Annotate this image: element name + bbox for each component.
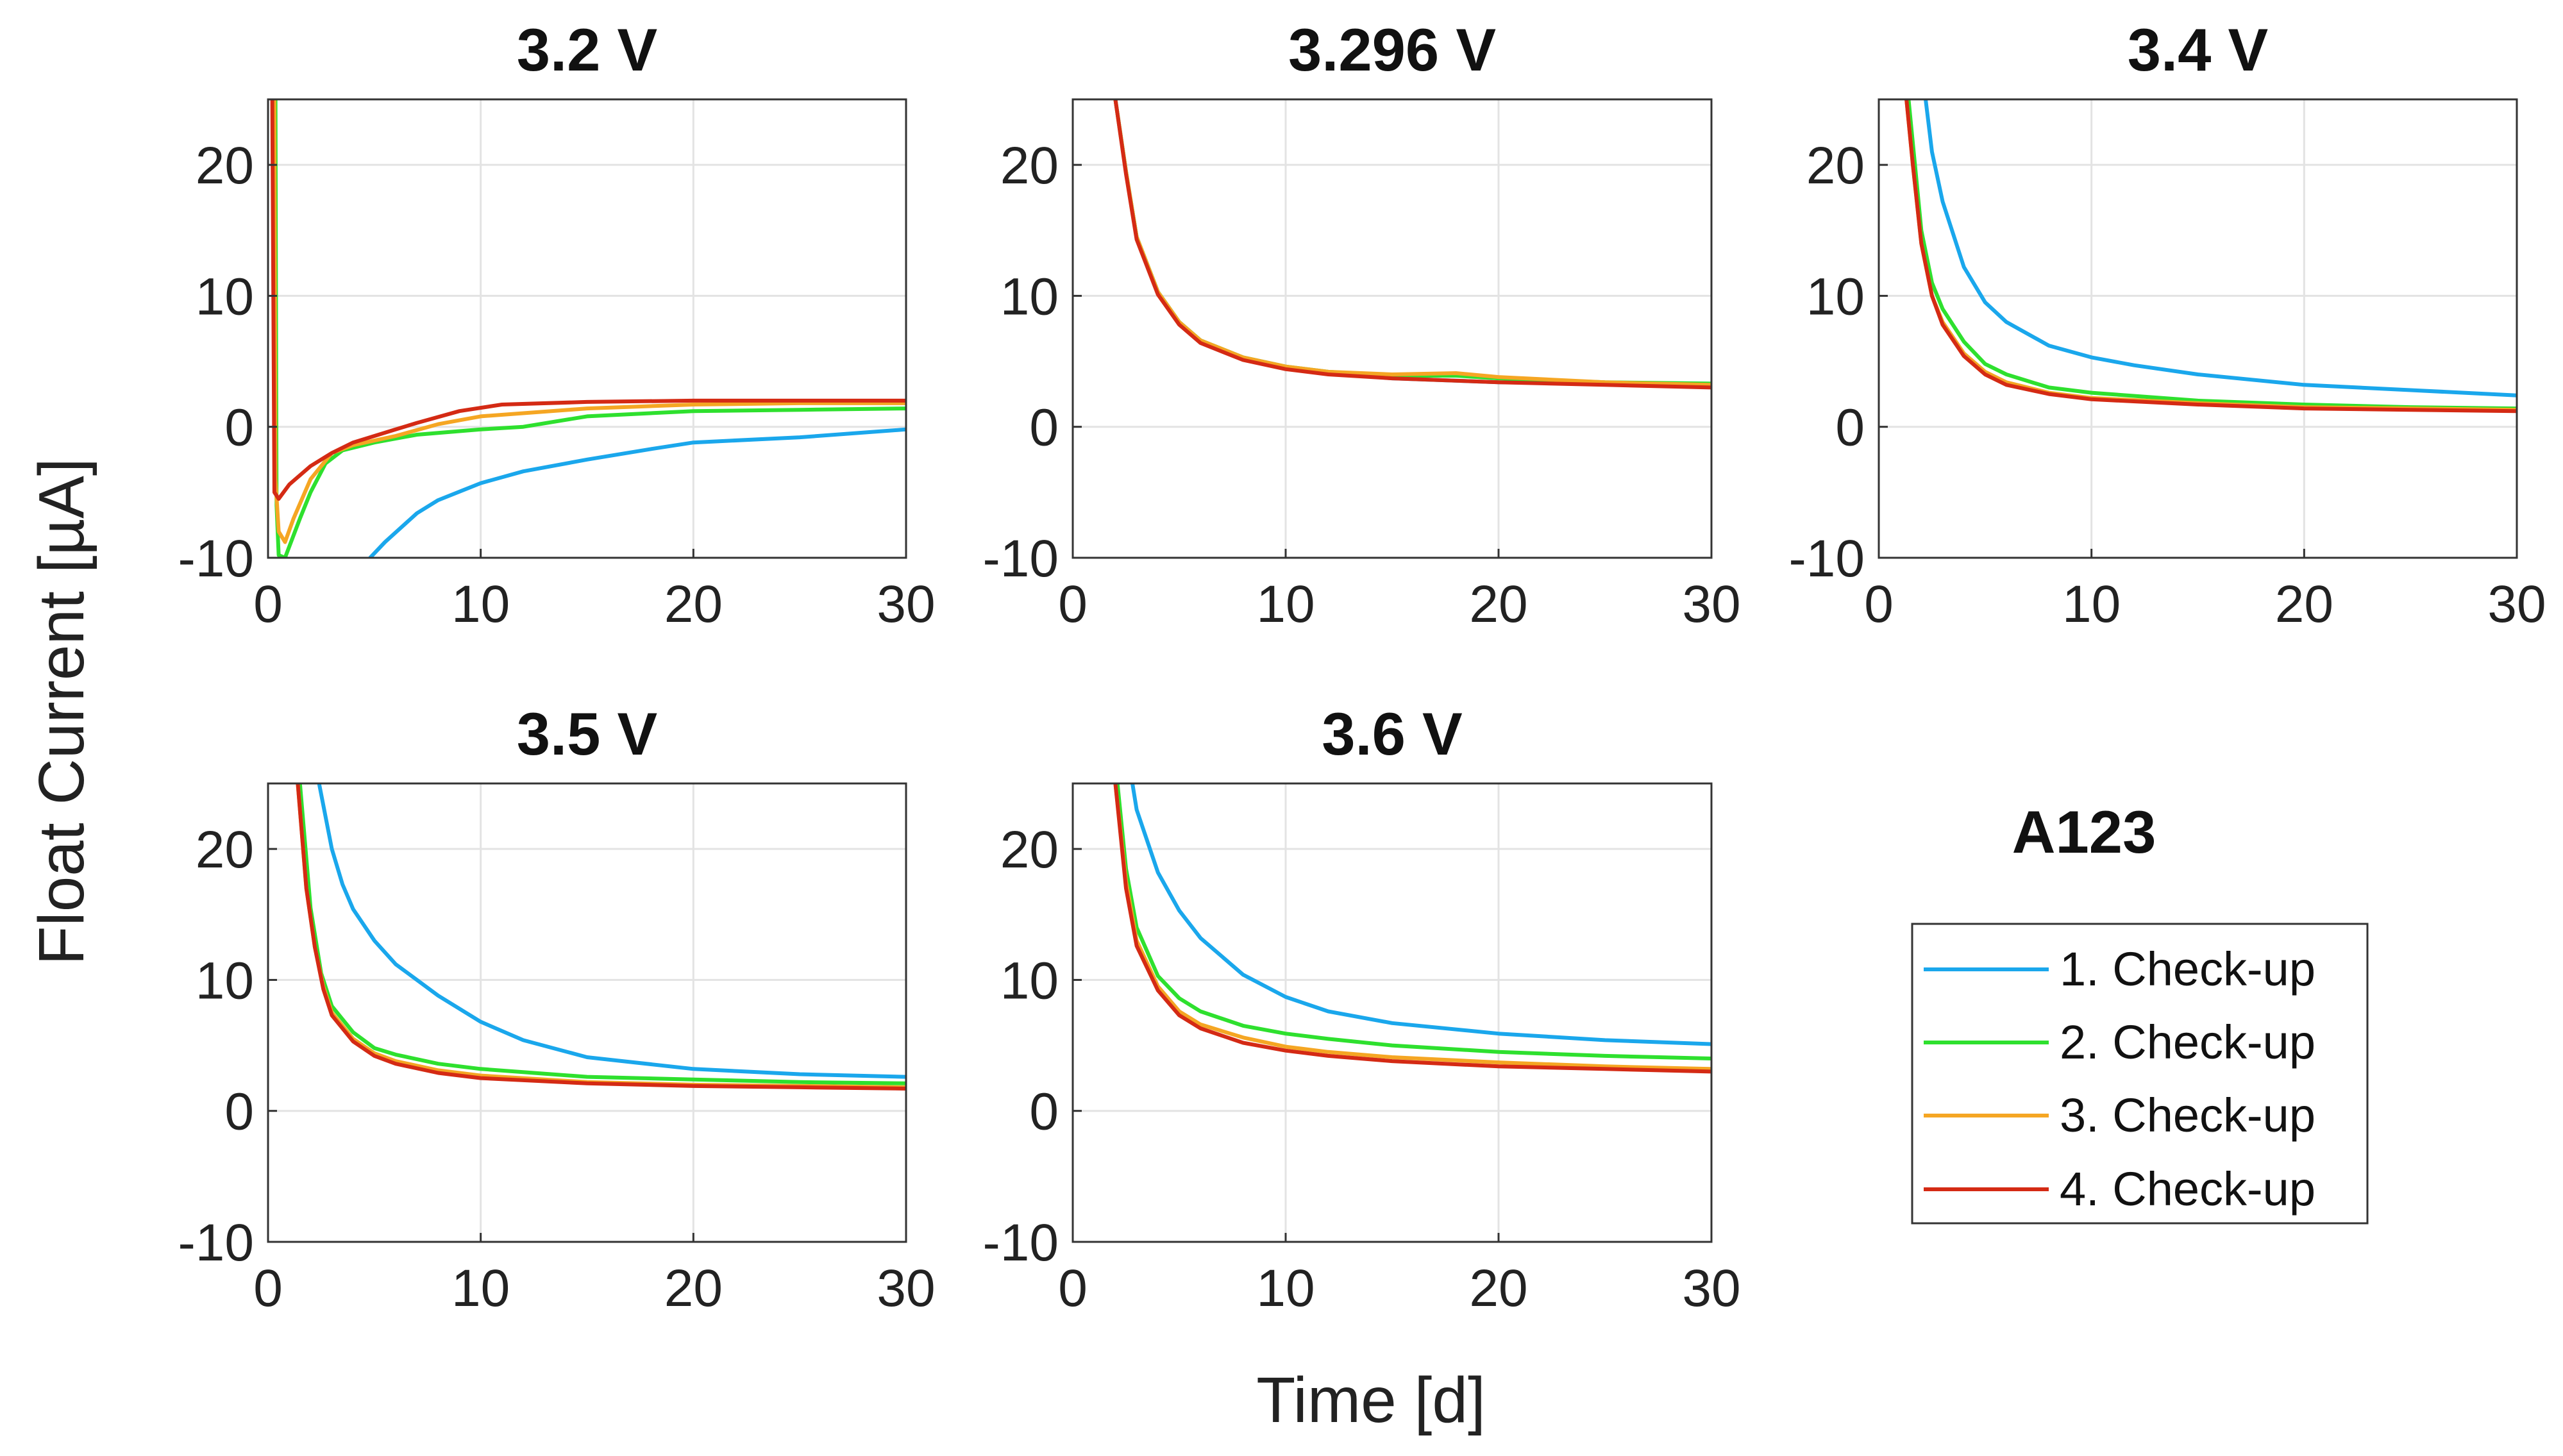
y-tick-label: 20 xyxy=(1806,137,1865,195)
axes-frame xyxy=(1071,98,1713,559)
series-line-4 xyxy=(296,783,906,1091)
axes-frame xyxy=(267,782,907,1243)
y-tick-label: 10 xyxy=(1000,951,1059,1010)
subplot-title: 3.2 V xyxy=(517,16,658,83)
series-line-1 xyxy=(1924,99,2517,397)
subplot-title: 3.4 V xyxy=(2128,16,2269,83)
x-tick-label: 10 xyxy=(2062,575,2121,633)
y-tick-label: 10 xyxy=(196,951,254,1010)
y-tick-label: -10 xyxy=(1788,530,1865,588)
series-line-4 xyxy=(1113,99,1711,390)
plot-area xyxy=(268,99,906,558)
x-axis-label: Time [d] xyxy=(1256,1364,1485,1436)
y-tick-label: 10 xyxy=(1806,267,1865,326)
subplot-title: 3.5 V xyxy=(517,700,658,767)
plot-area xyxy=(1073,783,1711,1242)
x-tick-label: 0 xyxy=(1058,575,1088,633)
axes-frame xyxy=(1878,98,2518,559)
series-line-1 xyxy=(317,783,906,1079)
x-tick-label: 20 xyxy=(1469,575,1527,633)
x-tick-label: 30 xyxy=(2487,575,2546,633)
legend: 1. Check-up 2. Check-up 3. Check-up 4. C… xyxy=(1911,923,2369,1225)
series-line-3 xyxy=(272,99,906,544)
x-tick-label: 20 xyxy=(664,1259,723,1318)
axes-frame xyxy=(1071,782,1713,1243)
series-line-2 xyxy=(1115,783,1711,1060)
y-tick-label: 0 xyxy=(224,1083,254,1141)
series-line-4 xyxy=(1113,783,1711,1074)
series-line-1 xyxy=(368,427,906,558)
legend-box xyxy=(1911,923,2369,1225)
x-tick-label: 30 xyxy=(1682,575,1740,633)
axes-frame xyxy=(267,98,907,559)
x-tick-label: 30 xyxy=(877,1259,935,1318)
y-tick-label: -10 xyxy=(982,530,1059,588)
x-tick-label: 0 xyxy=(1864,575,1894,633)
x-tick-label: 0 xyxy=(253,1259,283,1318)
x-tick-label: 10 xyxy=(451,1259,510,1318)
legend-label-2: 2. Check-up xyxy=(2060,1016,2315,1069)
y-tick-label: -10 xyxy=(178,530,254,588)
x-tick-label: 20 xyxy=(664,575,723,633)
plot-area xyxy=(268,783,906,1242)
plot-area xyxy=(1879,99,2517,558)
x-tick-label: 10 xyxy=(1256,1259,1315,1318)
subplot-title: 3.6 V xyxy=(1322,700,1463,767)
y-tick-label: 20 xyxy=(1000,821,1059,879)
y-tick-label: 0 xyxy=(1029,1083,1059,1141)
dataset-label: A123 xyxy=(2012,798,2156,866)
x-tick-label: 20 xyxy=(1469,1259,1527,1318)
y-tick-label: 10 xyxy=(1000,267,1059,326)
y-tick-label: 0 xyxy=(1029,399,1059,457)
plot-area xyxy=(1073,99,1711,558)
x-tick-label: 10 xyxy=(1256,575,1315,633)
series-line-1 xyxy=(1130,783,1711,1046)
series-line-4 xyxy=(1904,99,2517,414)
series-line-4 xyxy=(270,99,906,501)
y-tick-label: 10 xyxy=(196,267,254,326)
y-tick-label: -10 xyxy=(178,1214,254,1272)
legend-label-4: 4. Check-up xyxy=(2060,1162,2315,1216)
subplot-title: 3.296 V xyxy=(1288,16,1496,83)
legend-label-3: 3. Check-up xyxy=(2060,1089,2315,1142)
x-tick-label: 30 xyxy=(1682,1259,1740,1318)
series-line-2 xyxy=(273,99,906,558)
x-tick-label: 10 xyxy=(451,575,510,633)
x-tick-label: 0 xyxy=(1058,1259,1088,1318)
x-tick-label: 20 xyxy=(2275,575,2333,633)
y-axis-label: Float Current [µA] xyxy=(26,458,97,965)
y-tick-label: 0 xyxy=(1835,399,1865,457)
y-tick-label: 0 xyxy=(224,399,254,457)
y-tick-label: 20 xyxy=(196,137,254,195)
y-tick-label: 20 xyxy=(196,821,254,879)
y-tick-label: 20 xyxy=(1000,137,1059,195)
x-tick-label: 30 xyxy=(877,575,935,633)
legend-label-1: 1. Check-up xyxy=(2060,942,2315,996)
series-line-2 xyxy=(1906,99,2517,411)
y-tick-label: -10 xyxy=(982,1214,1059,1272)
x-tick-label: 0 xyxy=(253,575,283,633)
